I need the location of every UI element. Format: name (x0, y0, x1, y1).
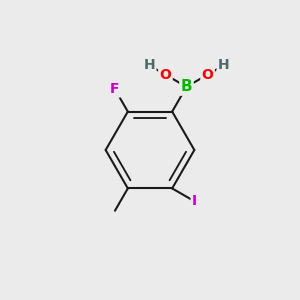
Text: B: B (181, 79, 192, 94)
Text: I: I (192, 194, 197, 208)
Text: H: H (218, 58, 230, 72)
Text: O: O (160, 68, 171, 82)
Text: O: O (202, 68, 214, 82)
Text: H: H (143, 58, 155, 72)
Text: F: F (110, 82, 120, 96)
